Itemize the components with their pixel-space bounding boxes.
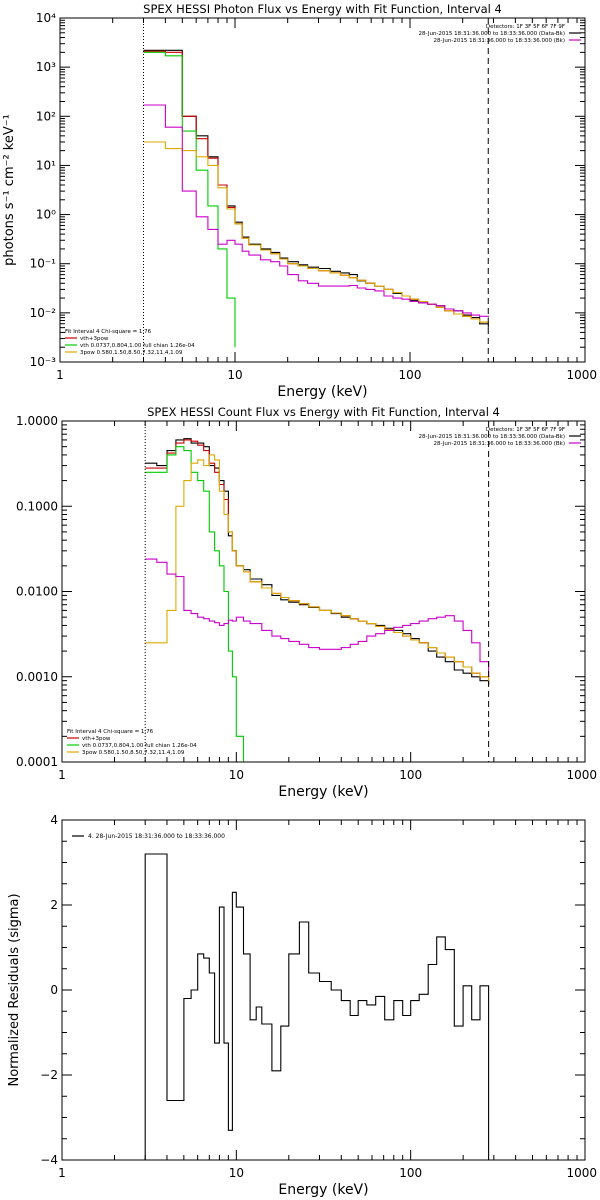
- legend: Detectors: 1F 3F 5F 6F 7F 9F28-Jun-2015 …: [67, 427, 581, 756]
- series-0-line: [145, 438, 490, 685]
- y-axis: 0.0001 0.0010 0.0100 0.1000 1.0000: [16, 414, 585, 769]
- legend-entry: 28-Jun-2015 18:31:36.000 to 18:33:36.000…: [419, 434, 565, 440]
- y-tick-label: 10⁰: [36, 208, 56, 222]
- legend-entry: 3pow 0.580,1.50,8.50,7.32,11.4,1.09: [82, 750, 185, 756]
- y-tick-label: −2: [40, 1068, 58, 1082]
- series-1-line: [145, 439, 490, 681]
- legend-entry: Detectors: 1F 3F 5F 6F 7F 9F: [486, 24, 565, 30]
- x-axis-label: Energy (keV): [278, 784, 368, 800]
- x-tick-label: 10: [229, 1166, 244, 1180]
- plot-frame: [59, 17, 586, 363]
- series-group: [144, 853, 490, 1160]
- series-4-line: [145, 558, 490, 677]
- x-tick-label: 1000: [566, 768, 597, 782]
- legend-entry: vth+3pow: [80, 336, 109, 342]
- x-tick-label: 100: [399, 1166, 422, 1180]
- y-axis: 10⁻³ 10⁻² 10⁻¹ 10⁰ 10¹ 10² 10³ 10⁴ photons s⁻¹ c…: [2, 11, 585, 369]
- y-tick-label: 0.0010: [16, 670, 58, 684]
- count-flux-chart: SPEX HESSI Count Flux vs Energy with Fit…: [16, 405, 597, 800]
- y-tick-label: 4: [50, 813, 58, 827]
- legend-entry: Fit Interval 4 Chi-square = 1.76: [65, 329, 152, 335]
- x-tick-label: 1000: [566, 368, 597, 382]
- photon-flux-chart: SPEX HESSI Photon Flux vs Energy with Fi…: [2, 2, 597, 400]
- x-axis: 1 10 100 1000 Energy (keV): [58, 820, 597, 1198]
- series-group: [145, 438, 490, 762]
- series-group: [143, 49, 489, 348]
- y-tick-label: 10²: [36, 109, 56, 123]
- legend-entry: 3pow 0.580,1.50,8.50,7.32,11.4,1.09: [80, 350, 183, 356]
- legend: Detectors: 1F 3F 5F 6F 7F 9F28-Jun-2015 …: [65, 24, 581, 356]
- x-tick-label: 10: [229, 768, 244, 782]
- legend-entry: 4. 28-Jun-2015 18:31:36.000 to 18:33:36.…: [88, 833, 225, 840]
- x-axis-label: Energy (keV): [278, 1182, 368, 1198]
- legend-entry: vth 0.0737,0.804,1.00 full chian 1.26e-0…: [82, 743, 197, 749]
- legend-entry: Detectors: 1F 3F 5F 6F 7F 9F: [486, 427, 565, 433]
- series-3-line: [143, 141, 489, 324]
- legend-entry: 28-Jun-2015 18:31:36.000 to 18:33:36.000…: [433, 441, 565, 447]
- plot-frame: [61, 819, 586, 1161]
- legend-entry: 28-Jun-2015 18:31:36.000 to 18:33:36.000…: [433, 38, 565, 44]
- y-axis-label: photons s⁻¹ cm⁻² keV⁻¹: [2, 114, 17, 266]
- y-tick-label: 10³: [36, 60, 56, 74]
- x-axis: 1 10 100 1000 Energy (keV): [58, 421, 597, 800]
- y-tick-label: 10¹: [36, 158, 56, 172]
- series-2-line: [145, 446, 245, 762]
- y-axis-label: Normalized Residuals (sigma): [7, 893, 22, 1086]
- series-0-line: [143, 49, 489, 328]
- y-tick-label: 1.0000: [16, 414, 58, 428]
- y-tick-label: 10⁻³: [30, 355, 57, 369]
- y-tick-label: 0.0001: [16, 755, 58, 769]
- legend-entry: vth+3pow: [82, 736, 111, 742]
- y-tick-label: 0.0100: [16, 585, 58, 599]
- residuals-chart: 1 10 100 1000 Energy (keV) −4 −2 0 2 4 Normalized …: [7, 813, 597, 1198]
- y-tick-label: 10⁻²: [30, 306, 57, 320]
- series-2-line: [143, 51, 236, 348]
- x-axis-label: Energy (keV): [277, 384, 367, 400]
- x-tick-label: 1000: [566, 1166, 597, 1180]
- x-tick-label: 1: [56, 368, 64, 382]
- y-tick-label: −4: [40, 1153, 58, 1167]
- chart-title: SPEX HESSI Photon Flux vs Energy with Fi…: [143, 2, 502, 16]
- x-tick-label: 1: [58, 768, 66, 782]
- y-tick-label: 0: [50, 983, 58, 997]
- series-3-line: [145, 454, 490, 681]
- y-tick-label: 0.1000: [16, 499, 58, 513]
- legend-entry: Fit Interval 4 Chi-square = 1.76: [67, 729, 154, 735]
- y-tick-label: 10⁴: [36, 11, 56, 25]
- y-tick-label: 10⁻¹: [30, 257, 57, 271]
- series-0-line: [144, 853, 490, 1160]
- legend-entry: 28-Jun-2015 18:31:36.000 to 18:33:36.000…: [419, 31, 565, 37]
- y-tick-label: 2: [50, 898, 58, 912]
- legend: 4. 28-Jun-2015 18:31:36.000 to 18:33:36.…: [72, 833, 225, 840]
- x-tick-label: 100: [399, 368, 422, 382]
- chart-title: SPEX HESSI Count Flux vs Energy with Fit…: [147, 405, 500, 419]
- legend-entry: vth 0.0737,0.804,1.00 full chian 1.26e-0…: [80, 343, 195, 349]
- x-tick-label: 10: [227, 368, 242, 382]
- x-tick-label: 100: [399, 768, 422, 782]
- plot-frame: [61, 420, 586, 763]
- series-4-line: [143, 104, 489, 318]
- x-axis: 1 10 100 1000 Energy (keV): [56, 18, 597, 400]
- x-tick-label: 1: [58, 1166, 66, 1180]
- y-axis: −4 −2 0 2 4 Normalized Residuals (sigma): [7, 813, 585, 1167]
